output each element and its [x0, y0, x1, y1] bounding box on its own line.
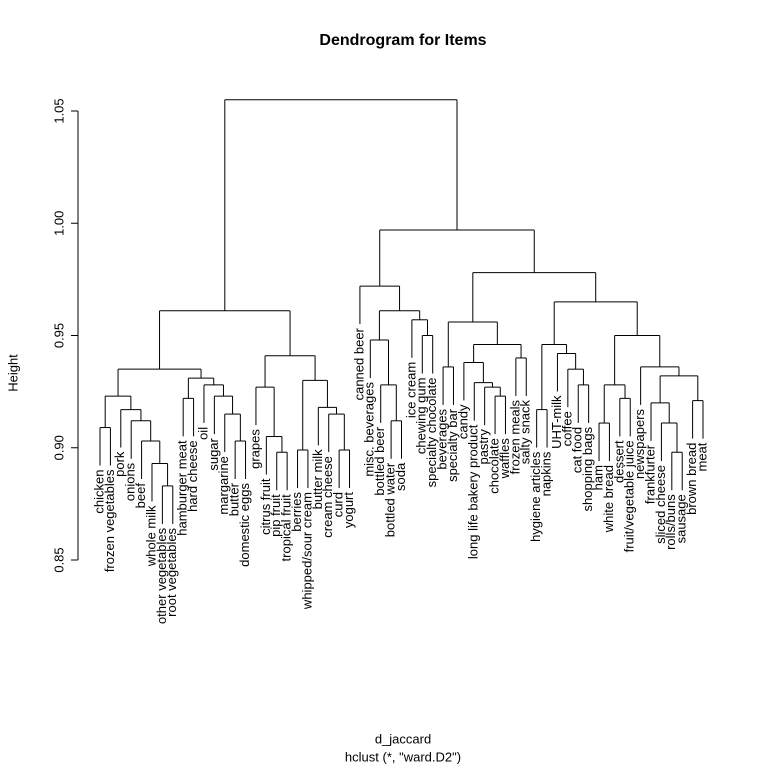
leaf-label: chewing gum: [414, 378, 429, 455]
leaf-label: specialty bar: [445, 408, 460, 482]
leaf-label: butter milk: [310, 449, 325, 509]
leaf-label: berries: [289, 492, 304, 532]
leaf-label: specialty chocolate: [424, 378, 439, 488]
leaf-label: waffles: [497, 438, 512, 480]
leaf-label: grapes: [247, 429, 262, 469]
leaf-label: sugar: [206, 437, 221, 470]
leaf-label: candy: [455, 404, 470, 439]
leaf-label: beef: [133, 483, 148, 509]
leaf-label: pip fruit: [268, 494, 283, 537]
leaf-label: frozen meals: [507, 399, 522, 474]
leaf-label: onions: [123, 462, 138, 501]
leaf-label: salty snack: [518, 399, 533, 464]
leaf-label: canned beer: [351, 327, 366, 400]
leaf-label: dessert: [611, 440, 626, 483]
leaf-label: root vegetables: [164, 527, 179, 616]
x-axis-label: d_jaccard: [375, 731, 431, 746]
leaf-label: fruit/vegetable juice: [622, 440, 637, 552]
leaf-label: other vegetables: [154, 527, 169, 624]
y-tick-label: 0.95: [51, 323, 66, 348]
y-tick-label: 1.05: [51, 98, 66, 123]
leaf-label: domestic eggs: [237, 483, 252, 567]
leaf-label: white bread: [601, 465, 616, 533]
leaf-label: whole milk: [143, 505, 158, 567]
leaf-label: newspapers: [632, 408, 647, 479]
leaf-label: napkins: [538, 451, 553, 496]
leaf-label: bottled beer: [372, 426, 387, 495]
leaf-label: coffee: [559, 411, 574, 446]
leaf-label: cream cheese: [320, 456, 335, 538]
leaf-label: yogurt: [341, 492, 356, 529]
leaf-label: pastry: [476, 429, 491, 465]
leaf-label: UHT-milk: [549, 395, 564, 449]
leaf-label: cat food: [570, 427, 585, 473]
leaf-label: sausage: [674, 494, 689, 543]
leaf-label: hard cheese: [185, 440, 200, 512]
y-tick-label: 0.85: [51, 547, 66, 572]
leaf-label: tropical fruit: [279, 494, 294, 562]
leaf-label: oil: [195, 427, 210, 440]
leaf-label: curd: [331, 492, 346, 517]
leaf-label: beverages: [435, 408, 450, 469]
leaf-label: shopping bags: [580, 426, 595, 511]
leaf-label: pork: [112, 451, 127, 477]
leaf-label: ice cream: [403, 362, 418, 418]
leaf-label: whipped/sour cream: [299, 492, 314, 610]
leaf-label: ham: [590, 465, 605, 490]
leaf-label: chicken: [91, 470, 106, 514]
chart-title: Dendrogram for Items: [319, 32, 486, 49]
leaf-label: long life bakery product: [466, 424, 481, 559]
y-tick-label: 0.90: [51, 435, 66, 460]
y-tick-label: 1.00: [51, 211, 66, 236]
leaf-label: chocolate: [487, 438, 502, 494]
subtitle: hclust (*, "ward.D2"): [345, 749, 461, 764]
leaf-label: bottled water: [383, 462, 398, 537]
leaf-label: misc. beverages: [362, 381, 377, 476]
leaf-label: frankfurter: [642, 444, 657, 504]
leaf-label: frozen vegetables: [102, 469, 117, 572]
leaf-label: margarine: [216, 456, 231, 515]
leaf-label: hygiene articles: [528, 451, 543, 542]
y-axis-label: Height: [5, 354, 20, 392]
leaf-label: citrus fruit: [258, 478, 273, 535]
leaf-label: soda: [393, 462, 408, 491]
leaf-label: sliced cheese: [653, 465, 668, 544]
leaf-label: meat: [694, 442, 709, 471]
leaf-label: rolls/buns: [663, 494, 678, 550]
leaf-label: hamburger meat: [175, 440, 190, 536]
leaf-label: butter: [227, 482, 242, 516]
leaf-label: brown bread: [684, 443, 699, 515]
